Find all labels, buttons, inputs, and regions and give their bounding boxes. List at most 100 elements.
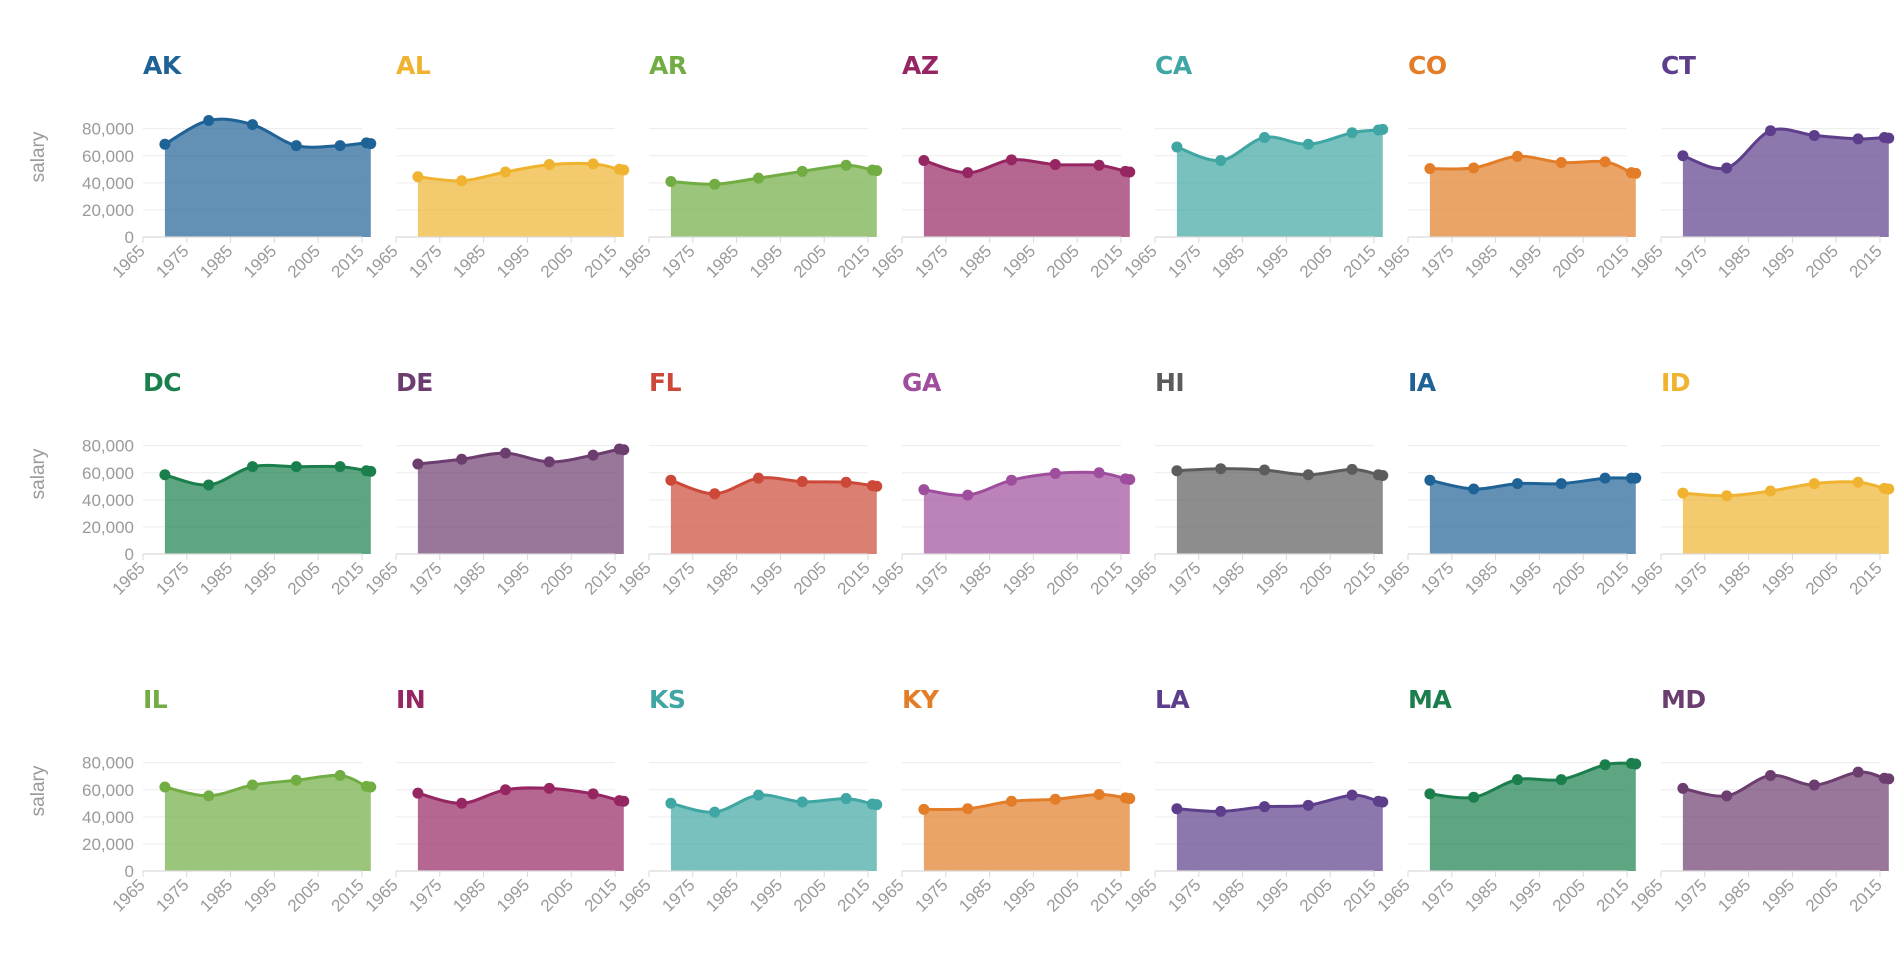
x-tick-label: 1965 — [109, 875, 149, 915]
x-tick-label: 1985 — [955, 241, 995, 281]
x-tick-label: 1975 — [405, 241, 445, 281]
x-tick-label: 1975 — [152, 875, 192, 915]
x-tick-label: 1985 — [955, 875, 995, 915]
data-point — [918, 803, 930, 815]
area-co — [1429, 156, 1636, 237]
y-tick-label: 80,000 — [82, 120, 134, 139]
panel-al: 1965 1975 1985 1995 2005 2015 AL — [362, 51, 630, 282]
area-fl — [670, 477, 877, 554]
data-point — [1049, 159, 1061, 171]
x-tick-label: 2015 — [328, 558, 368, 598]
data-point — [709, 488, 721, 500]
data-point — [456, 453, 468, 465]
x-tick-label: 1965 — [615, 875, 655, 915]
data-point — [753, 172, 764, 184]
x-tick-label: 2015 — [1593, 875, 1633, 915]
y-tick-label: 80,000 — [82, 754, 134, 773]
panel-title: LA — [1155, 685, 1190, 714]
x-tick-label: 2005 — [1549, 875, 1589, 915]
data-point — [203, 479, 215, 491]
data-point — [1883, 132, 1895, 144]
panel-in: 1965 1975 1985 1995 2005 2015 IN — [362, 685, 630, 916]
x-tick-label: 2005 — [537, 558, 577, 598]
data-point — [1677, 487, 1689, 499]
x-tick-label: 1975 — [405, 875, 445, 915]
x-tick-label: 2015 — [1593, 241, 1633, 281]
data-point — [1302, 799, 1314, 811]
area-hi — [1176, 468, 1383, 554]
data-point — [456, 797, 468, 809]
data-point — [618, 795, 630, 807]
x-tick-label: 1985 — [1461, 241, 1501, 281]
data-point — [796, 476, 808, 488]
x-tick-label: 1985 — [955, 558, 995, 598]
data-point — [840, 159, 852, 171]
data-point — [1883, 773, 1895, 785]
x-tick-label: 2015 — [834, 875, 874, 915]
data-point — [1302, 138, 1314, 150]
data-point — [1171, 141, 1183, 153]
x-tick-label: 1965 — [1121, 875, 1161, 915]
data-point — [290, 461, 302, 473]
data-point — [1215, 805, 1227, 817]
x-tick-label: 1995 — [1252, 875, 1292, 915]
data-point — [1424, 788, 1436, 800]
data-point — [1049, 467, 1061, 479]
panel-title: AZ — [902, 51, 938, 80]
x-tick-label: 1975 — [911, 558, 951, 598]
x-tick-label: 1965 — [362, 558, 402, 598]
x-tick-label: 2015 — [1846, 241, 1886, 281]
data-point — [618, 444, 630, 456]
data-point — [1555, 478, 1567, 490]
panel-title: MD — [1661, 685, 1706, 714]
x-tick-label: 1965 — [868, 875, 908, 915]
data-point — [1424, 474, 1436, 486]
x-tick-label: 2005 — [790, 558, 830, 598]
x-tick-label: 1965 — [615, 558, 655, 598]
data-point — [1302, 469, 1314, 481]
panel-title: DC — [143, 368, 181, 397]
x-tick-label: 2015 — [834, 558, 874, 598]
data-point — [871, 799, 883, 811]
x-tick-label: 2005 — [1296, 558, 1336, 598]
data-point — [500, 784, 511, 796]
x-tick-label: 2005 — [1296, 875, 1336, 915]
x-tick-label: 2015 — [1340, 241, 1380, 281]
x-tick-label: 1995 — [746, 558, 786, 598]
y-tick-label: 0 — [125, 228, 134, 247]
x-tick-label: 1965 — [1374, 875, 1414, 915]
x-tick-label: 2015 — [834, 241, 874, 281]
data-point — [665, 797, 677, 809]
data-point — [500, 447, 511, 459]
data-point — [159, 469, 171, 481]
x-tick-label: 1975 — [1417, 558, 1457, 598]
data-point — [1765, 125, 1776, 137]
area-id — [1682, 481, 1889, 554]
data-point — [1093, 467, 1105, 479]
data-point — [1468, 162, 1480, 174]
x-tick-label: 2015 — [581, 241, 621, 281]
data-point — [1599, 472, 1611, 484]
y-tick-label: 40,000 — [82, 808, 134, 827]
data-point — [1377, 123, 1389, 135]
data-point — [587, 788, 599, 800]
panel-title: KY — [902, 685, 940, 714]
data-point — [159, 138, 171, 150]
x-tick-label: 1965 — [362, 875, 402, 915]
data-point — [1852, 133, 1864, 145]
x-tick-label: 2015 — [328, 241, 368, 281]
area-de — [417, 448, 624, 554]
x-tick-label: 1975 — [911, 875, 951, 915]
data-point — [1630, 758, 1642, 770]
data-point — [1677, 782, 1689, 794]
x-tick-label: 1975 — [1670, 241, 1710, 281]
data-point — [796, 796, 808, 808]
data-point — [1171, 465, 1183, 477]
data-point — [247, 119, 258, 131]
panel-de: 1965 1975 1985 1995 2005 2015 DE — [362, 368, 630, 599]
data-point — [665, 175, 677, 187]
x-tick-label: 1965 — [868, 241, 908, 281]
x-tick-label: 1965 — [1121, 241, 1161, 281]
data-point — [1630, 167, 1642, 179]
panel-la: 1965 1975 1985 1995 2005 2015 LA — [1121, 685, 1389, 916]
